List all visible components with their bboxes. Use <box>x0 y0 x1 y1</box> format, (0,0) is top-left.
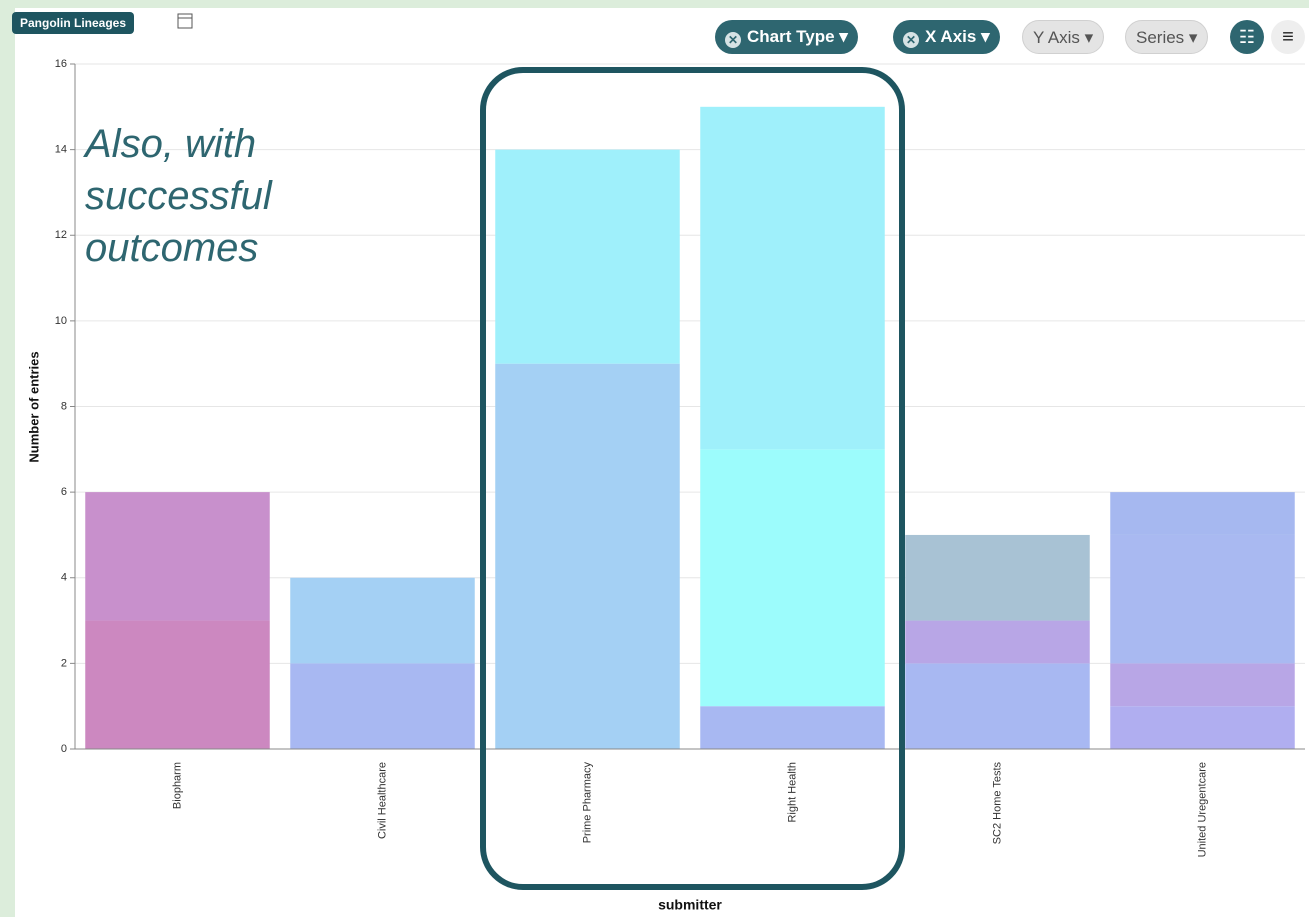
bar-segment <box>290 577 475 664</box>
dataset-tag: Pangolin Lineages <box>12 12 135 34</box>
bar-segment <box>1110 663 1295 707</box>
button-label: Chart Type <box>747 27 835 46</box>
bar-segment <box>85 492 270 621</box>
bar-segment <box>905 620 1090 664</box>
chart-type-button[interactable]: ✕ Chart Type ▾ <box>715 20 858 54</box>
x-tick-label: United Uregentcare <box>1196 762 1208 857</box>
y-axis-button[interactable]: Y Axis ▾ <box>1022 20 1105 54</box>
highlight-box <box>480 67 905 890</box>
y-tick-label: 12 <box>55 229 67 241</box>
x-tick-label: Biopharm <box>171 762 183 809</box>
y-tick-label: 4 <box>61 572 67 584</box>
y-axis-label: Number of entries <box>26 351 41 462</box>
y-tick-label: 6 <box>61 486 67 498</box>
bar-segment <box>495 363 680 749</box>
bar-segment <box>700 706 885 749</box>
x-tick-label: Prime Pharmacy <box>581 762 593 844</box>
y-tick-label: 10 <box>55 315 67 327</box>
y-tick-label: 16 <box>55 58 67 70</box>
bar-segment <box>700 106 885 450</box>
x-tick-label: Civil Healthcare <box>376 762 388 839</box>
bar-segment <box>85 620 270 749</box>
annotation: Also, with successful outcomes <box>85 122 272 270</box>
menu-button[interactable]: ≡ <box>1271 20 1305 54</box>
y-tick-label: 2 <box>61 657 67 669</box>
bar-segment <box>290 663 475 749</box>
bar-segment <box>700 449 885 707</box>
x-tick-label: Right Health <box>786 762 798 823</box>
x-tick-label: SC2 Home Tests <box>991 762 1003 845</box>
bar-segment <box>1110 492 1295 535</box>
x-axis-button[interactable]: ✕ X Axis ▾ <box>893 20 1000 54</box>
bar-segment <box>495 149 680 364</box>
button-label: Y Axis <box>1033 28 1080 47</box>
button-label: X Axis <box>925 27 977 46</box>
y-tick-label: 0 <box>61 743 67 755</box>
remove-icon[interactable]: ✕ <box>725 32 741 48</box>
window-icon[interactable] <box>177 13 193 29</box>
bar-segment <box>905 663 1090 749</box>
button-label: Series <box>1136 28 1185 47</box>
series-button[interactable]: Series ▾ <box>1125 20 1209 54</box>
bar-segment <box>1110 534 1295 664</box>
bar-segment <box>905 534 1090 621</box>
y-tick-label: 14 <box>55 144 67 156</box>
y-tick-label: 8 <box>61 400 67 412</box>
remove-icon[interactable]: ✕ <box>903 32 919 48</box>
bar-segment <box>1110 706 1295 749</box>
x-axis-label: submitter <box>658 897 722 913</box>
settings-button[interactable]: ☷ <box>1230 20 1264 54</box>
